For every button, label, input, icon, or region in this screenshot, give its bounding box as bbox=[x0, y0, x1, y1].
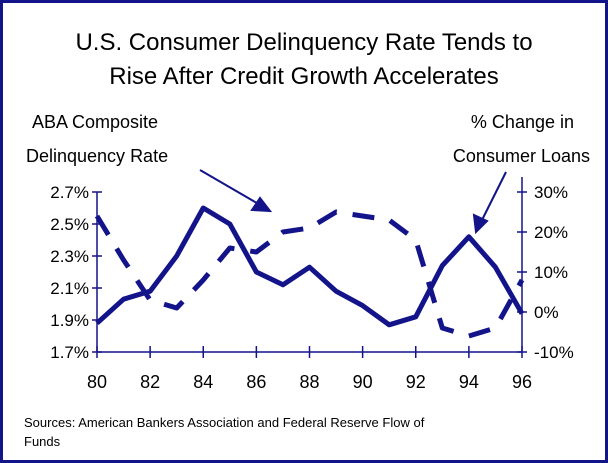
y-tick-label: 2.5% bbox=[50, 215, 89, 234]
y2-tick-label: 20% bbox=[534, 223, 568, 242]
y2-tick-label: 30% bbox=[534, 183, 568, 202]
source-note: Funds bbox=[24, 434, 61, 449]
y-axis-label: ABA Composite bbox=[32, 112, 158, 132]
y2-tick-label: -10% bbox=[534, 343, 574, 362]
x-tick-label: 80 bbox=[87, 372, 107, 392]
y-axis-label: Delinquency Rate bbox=[26, 146, 168, 166]
y-tick-label: 1.7% bbox=[50, 343, 89, 362]
x-tick-label: 94 bbox=[459, 372, 479, 392]
chart-title: Rise After Credit Growth Accelerates bbox=[109, 63, 498, 90]
y-tick-label: 2.3% bbox=[50, 247, 89, 266]
x-tick-label: 86 bbox=[246, 372, 266, 392]
x-tick-label: 82 bbox=[140, 372, 160, 392]
x-tick-label: 92 bbox=[406, 372, 426, 392]
y-tick-label: 2.7% bbox=[50, 183, 89, 202]
arrow-head bbox=[250, 196, 273, 213]
series-line bbox=[94, 209, 525, 339]
y2-tick-label: 10% bbox=[534, 263, 568, 282]
y2-tick-label: 0% bbox=[534, 303, 559, 322]
y2-axis-label: % Change in bbox=[471, 112, 574, 132]
arrow bbox=[479, 171, 507, 225]
arrow-head bbox=[472, 213, 489, 235]
y2-axis-label: Consumer Loans bbox=[453, 146, 590, 166]
x-tick-label: 90 bbox=[353, 372, 373, 392]
x-tick-label: 84 bbox=[193, 372, 213, 392]
arrow bbox=[199, 169, 263, 207]
y-tick-label: 2.1% bbox=[50, 279, 89, 298]
series-line bbox=[95, 205, 525, 328]
x-tick-label: 88 bbox=[299, 372, 319, 392]
source-note: Sources: American Bankers Association an… bbox=[24, 415, 425, 430]
chart-title: U.S. Consumer Delinquency Rate Tends to bbox=[75, 29, 532, 56]
annotation-arrows bbox=[199, 169, 507, 235]
x-tick-label: 96 bbox=[512, 372, 532, 392]
y-tick-label: 1.9% bbox=[50, 311, 89, 330]
